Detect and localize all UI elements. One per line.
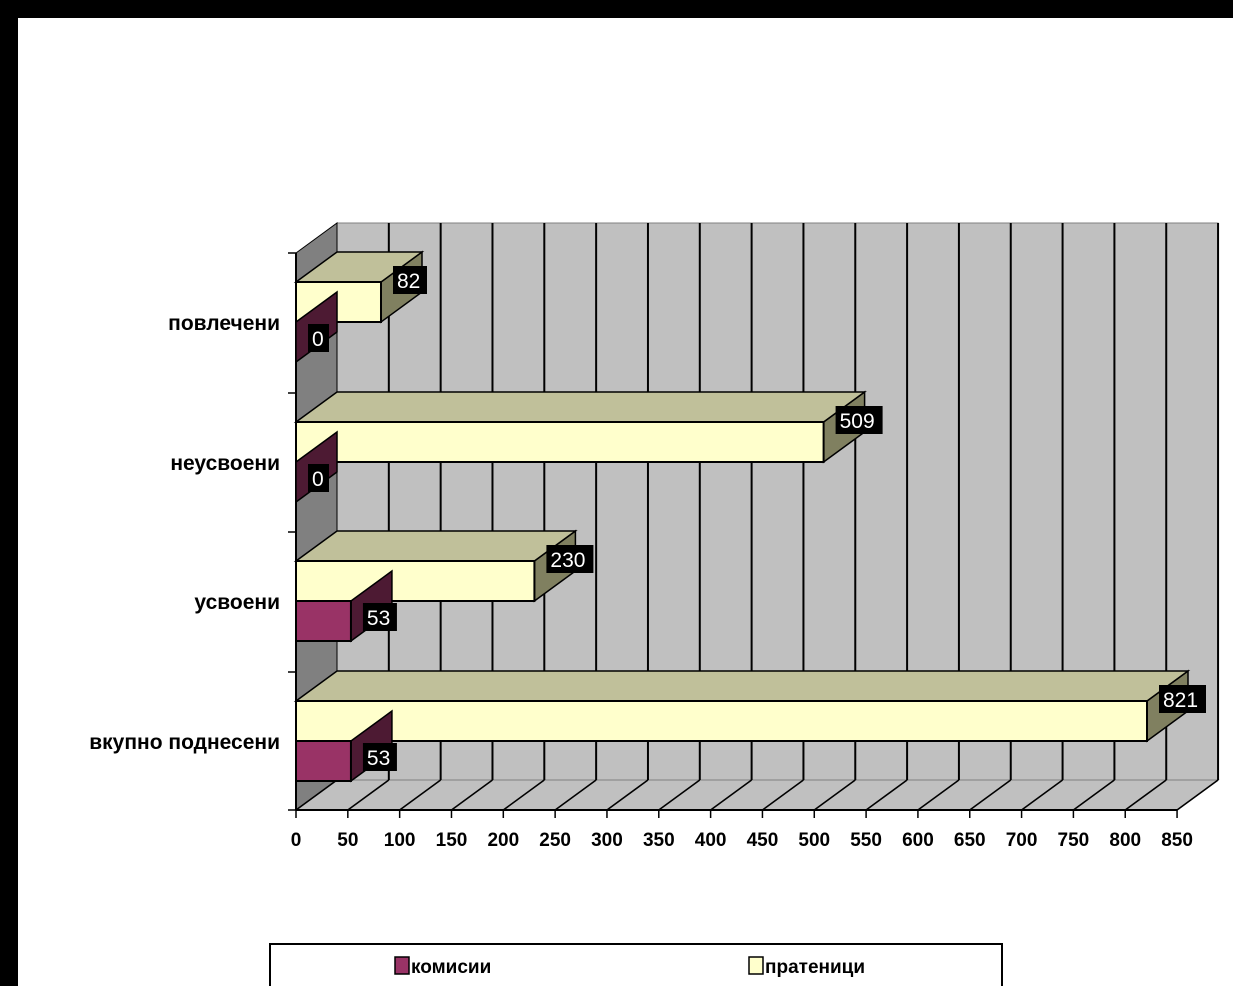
data-label: 0 — [312, 468, 324, 491]
floor-gridline-500 — [813, 779, 856, 811]
floor-gridline-650 — [969, 779, 1012, 811]
bar — [293, 529, 578, 603]
data-label-bg — [308, 464, 329, 492]
frame-left — [0, 0, 18, 986]
bar-front-face — [295, 700, 1148, 742]
data-label: 821 — [1163, 689, 1198, 712]
data-label-bg — [546, 545, 594, 573]
floor-gridline-50 — [347, 779, 390, 811]
bar — [293, 390, 867, 464]
x-tick-label: 150 — [436, 830, 468, 851]
data-label-bg — [362, 603, 397, 631]
floor-gridline-450 — [761, 779, 804, 811]
legend-box — [269, 943, 1003, 991]
x-tick-label: 700 — [1006, 830, 1038, 851]
floor-gridline-0 — [295, 779, 338, 811]
floor-gridline-300 — [606, 779, 649, 811]
x-tick-label: 50 — [337, 830, 358, 851]
legend-label: комисии — [411, 957, 491, 978]
data-label-bg — [835, 406, 883, 434]
floor-gridline-600 — [917, 779, 960, 811]
category-label: усвоени — [194, 591, 280, 614]
floor-gridline-850 — [1176, 779, 1219, 811]
category-label: вкупно поднесени — [89, 731, 280, 754]
frame-top — [0, 0, 1233, 18]
floor-gridline-100 — [399, 779, 442, 811]
x-tick-label: 800 — [1109, 830, 1141, 851]
data-label: 53 — [367, 607, 390, 630]
floor-gridline-800 — [1124, 779, 1167, 811]
floor-gridline-700 — [1021, 779, 1064, 811]
floor-gridline-150 — [451, 779, 493, 811]
bar-front-face — [295, 740, 352, 782]
legend-swatch — [748, 956, 764, 975]
category-label: повлечени — [168, 312, 280, 335]
data-label-bg — [362, 743, 397, 771]
data-label-bg — [308, 324, 329, 352]
floor-gridline-550 — [865, 779, 908, 811]
x-tick-label: 400 — [695, 830, 727, 851]
x-tick-label: 650 — [954, 830, 986, 851]
x-tick-label: 750 — [1058, 830, 1090, 851]
x-tick-label: 300 — [591, 830, 623, 851]
x-tick-label: 500 — [798, 830, 830, 851]
data-label: 0 — [312, 328, 324, 351]
data-label: 82 — [397, 270, 420, 293]
bar-top-face — [293, 530, 578, 562]
data-label-bg — [1159, 685, 1206, 713]
legend-label: пратеници — [765, 957, 865, 978]
floor-gridline-250 — [554, 779, 597, 811]
legend-swatch — [394, 956, 410, 975]
x-tick-label: 350 — [643, 830, 675, 851]
bar-front-face — [295, 600, 352, 642]
floor-gridline-350 — [658, 779, 701, 811]
floor-gridline-200 — [502, 779, 545, 811]
bar — [293, 669, 1191, 743]
data-label-bg — [392, 266, 427, 294]
floor-gridline-400 — [710, 779, 753, 811]
data-label: 509 — [840, 410, 875, 433]
floor-gridline-750 — [1072, 779, 1115, 811]
x-tick-label: 250 — [539, 830, 571, 851]
data-label: 53 — [367, 747, 390, 770]
category-label: неусвоени — [170, 452, 280, 475]
bar-front-face — [295, 560, 536, 602]
x-tick-label: 600 — [902, 830, 934, 851]
bar-top-face — [293, 670, 1191, 702]
bar-front-face — [295, 421, 825, 463]
x-tick-label: 200 — [487, 830, 519, 851]
x-tick-label: 550 — [850, 830, 882, 851]
x-tick-label: 450 — [747, 830, 779, 851]
x-tick-label: 0 — [291, 830, 302, 851]
x-tick-label: 850 — [1161, 830, 1193, 851]
data-label: 230 — [550, 549, 585, 572]
x-tick-label: 100 — [384, 830, 416, 851]
bar-top-face — [293, 391, 867, 423]
